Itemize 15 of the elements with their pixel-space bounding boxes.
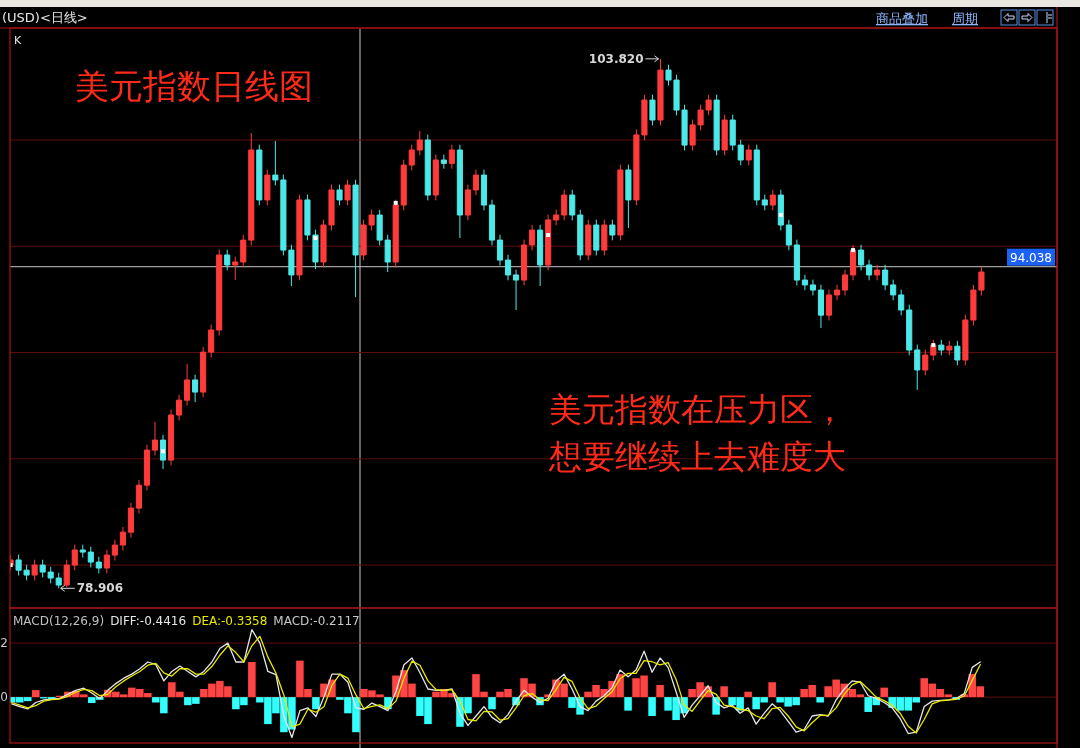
text: MACD(12,26,9) (13, 614, 105, 628)
text: DIFF:-0.4416 (110, 614, 187, 628)
annotation: K (14, 34, 22, 47)
annotation: 103.820 (588, 51, 644, 66)
chart-subtitle: (USD)<日线> (2, 10, 88, 25)
text: 周期 (952, 11, 978, 26)
y-tick-label: 2 (0, 636, 8, 651)
ref-line-label: 94.038 (1010, 250, 1053, 265)
annotation: MACD:-0.2117 (273, 614, 360, 628)
annotation: 78.906 (76, 581, 124, 596)
text: 美元指数日线图 (75, 66, 313, 106)
series-label: DEA:-0.3358 (192, 614, 268, 628)
y-tick-label: 0 (0, 690, 8, 705)
annotation: 美元指数在压力区，想要继续上去难度大 (548, 390, 846, 476)
text: 商品叠加 (876, 11, 928, 26)
